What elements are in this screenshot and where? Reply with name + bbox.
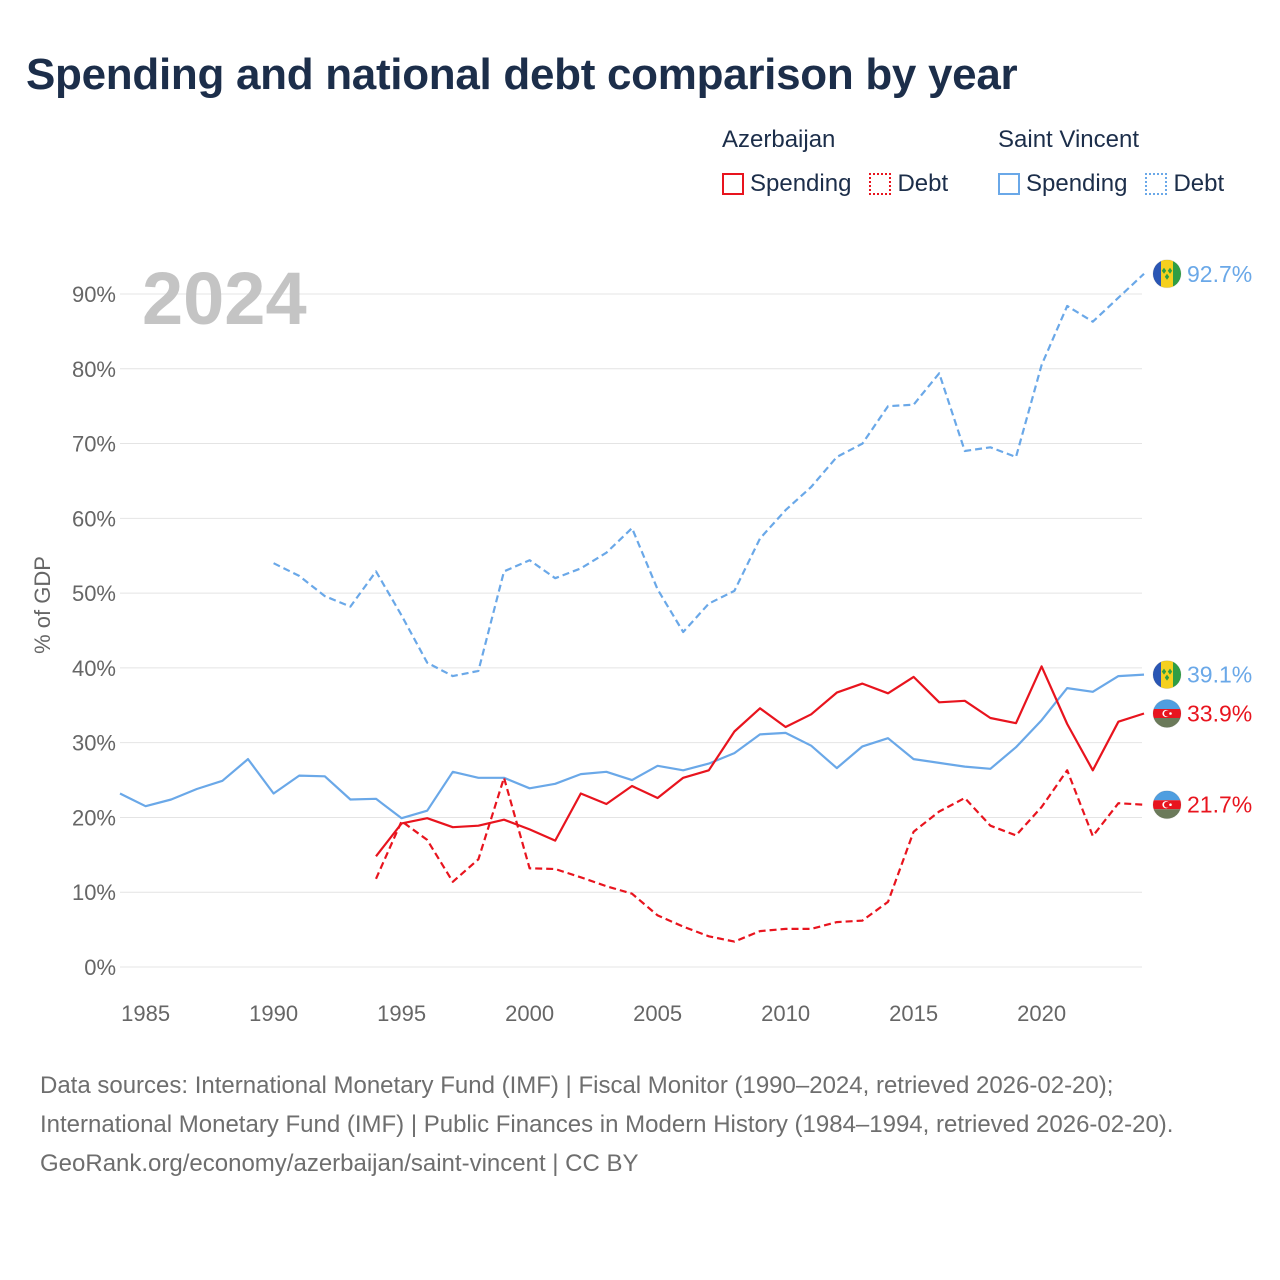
y-axis-label: % of GDP (30, 556, 55, 654)
x-tick-label: 2010 (761, 1001, 810, 1026)
year-watermark: 2024 (142, 257, 307, 340)
legend-saint-vincent: Saint Vincent Spending Debt (998, 126, 1242, 198)
x-tick-label: 2015 (889, 1001, 938, 1026)
saint-vincent-flag-icon (1152, 660, 1182, 690)
end-value-label: 39.1% (1187, 662, 1252, 688)
end-value-label: 92.7% (1187, 261, 1252, 287)
footer: Data sources: International Monetary Fun… (40, 1066, 1240, 1183)
x-tick-label: 1985 (121, 1001, 170, 1026)
line-chart: 0% 10% 20% 30% 40% 50% 60% 70% 80% 90% 1985 1990 199… (30, 257, 1252, 1026)
solid-line-swatch-icon (998, 173, 1020, 195)
data-sources: Data sources: International Monetary Fun… (40, 1072, 1174, 1138)
x-tick-label: 1990 (249, 1001, 298, 1026)
series-line-azerbaijan-spending (375, 665, 1145, 857)
credit-link[interactable]: GeoRank.org/economy/azerbaijan/saint-vin… (40, 1150, 639, 1177)
y-tick-label: 60% (72, 506, 116, 531)
legend-country-azerbaijan: Azerbaijan (722, 126, 836, 153)
legend-azerbaijan-spending[interactable]: Spending (722, 170, 851, 198)
legend-label: Spending (750, 170, 852, 197)
dashed-line-swatch-icon (1145, 173, 1168, 195)
end-value-label: 21.7% (1187, 792, 1252, 818)
series-line-saint-vincent-spending (119, 673, 1145, 820)
y-tick-label: 70% (72, 432, 116, 457)
azerbaijan-flag-icon (1152, 699, 1182, 729)
x-tick-label: 2005 (633, 1001, 682, 1026)
legend-saint-vincent-spending[interactable]: Spending (998, 170, 1127, 198)
legend-label: Debt (897, 170, 949, 197)
legend-label: Debt (1173, 170, 1225, 197)
solid-line-swatch-icon (722, 173, 744, 195)
y-tick-label: 0% (84, 955, 116, 980)
legend-azerbaijan-debt[interactable]: Debt (869, 170, 948, 198)
azerbaijan-flag-icon (1152, 790, 1182, 820)
y-tick-label: 80% (72, 357, 116, 382)
y-tick-label: 30% (72, 731, 116, 756)
y-tick-label: 20% (72, 805, 116, 830)
series-line-azerbaijan-debt (374, 769, 1145, 943)
y-tick-label: 40% (72, 656, 116, 681)
series-line-saint-vincent-debt (273, 272, 1145, 678)
chart-title: Spending and national debt comparison by… (26, 50, 1018, 99)
x-tick-label: 2000 (505, 1001, 554, 1026)
y-tick-label: 10% (72, 880, 116, 905)
saint-vincent-flag-icon (1152, 259, 1182, 289)
y-tick-label: 90% (72, 282, 116, 307)
legend-saint-vincent-debt[interactable]: Debt (1145, 170, 1224, 198)
y-tick-label: 50% (72, 581, 116, 606)
legend-country-saint-vincent: Saint Vincent (998, 126, 1139, 153)
legend-azerbaijan: Azerbaijan Spending Debt (722, 126, 966, 198)
dashed-line-swatch-icon (869, 173, 892, 195)
legend-label: Spending (1026, 170, 1128, 197)
end-value-label: 33.9% (1187, 701, 1252, 727)
x-tick-label: 2020 (1017, 1001, 1066, 1026)
x-tick-label: 1995 (377, 1001, 426, 1026)
